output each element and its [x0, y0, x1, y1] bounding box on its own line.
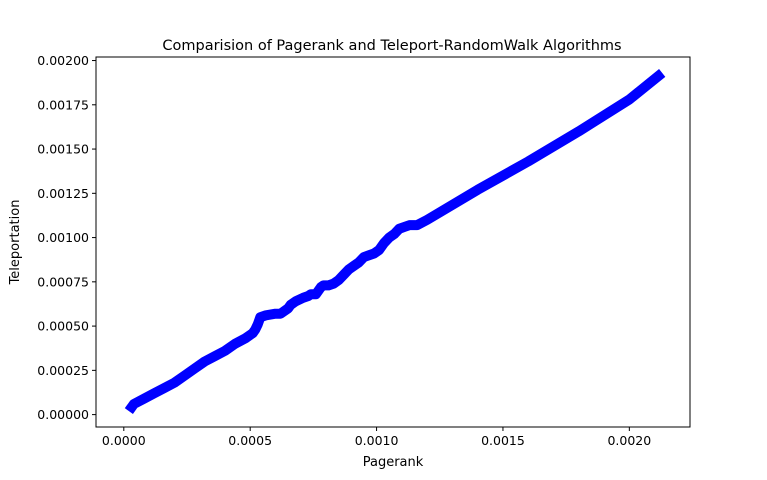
y-tick-label: 0.00000 — [37, 407, 89, 422]
x-axis-ticks: 0.0000 0.0005 0.0010 0.0015 0.0020 — [102, 427, 651, 448]
y-axis-ticks: 0.00000 0.00025 0.00050 0.00075 0.00100 0.001… — [37, 53, 96, 422]
axes-frame — [95, 56, 691, 428]
x-tick-label: 0.0000 — [102, 433, 146, 448]
y-tick-label: 0.00050 — [37, 319, 89, 334]
y-tick-label: 0.00075 — [37, 274, 89, 289]
y-tick-label: 0.00175 — [37, 97, 89, 112]
line-layer — [124, 69, 666, 414]
y-tick-label: 0.00125 — [37, 186, 89, 201]
y-tick-label: 0.00100 — [37, 230, 89, 245]
x-tick-label: 0.0010 — [355, 433, 399, 448]
series-line-0 — [124, 69, 666, 414]
y-axis-label: Teleportation — [8, 200, 23, 286]
x-tick-label: 0.0020 — [607, 433, 651, 448]
plot-area — [95, 56, 691, 428]
y-tick-label: 0.00200 — [37, 53, 89, 68]
x-tick-label: 0.0015 — [481, 433, 525, 448]
y-tick-label: 0.00025 — [37, 363, 89, 378]
x-axis-label: Pagerank — [363, 455, 424, 470]
x-tick-label: 0.0005 — [228, 433, 272, 448]
chart-title: Comparision of Pagerank and Teleport-Ran… — [162, 38, 621, 54]
y-tick-label: 0.00150 — [37, 142, 89, 157]
